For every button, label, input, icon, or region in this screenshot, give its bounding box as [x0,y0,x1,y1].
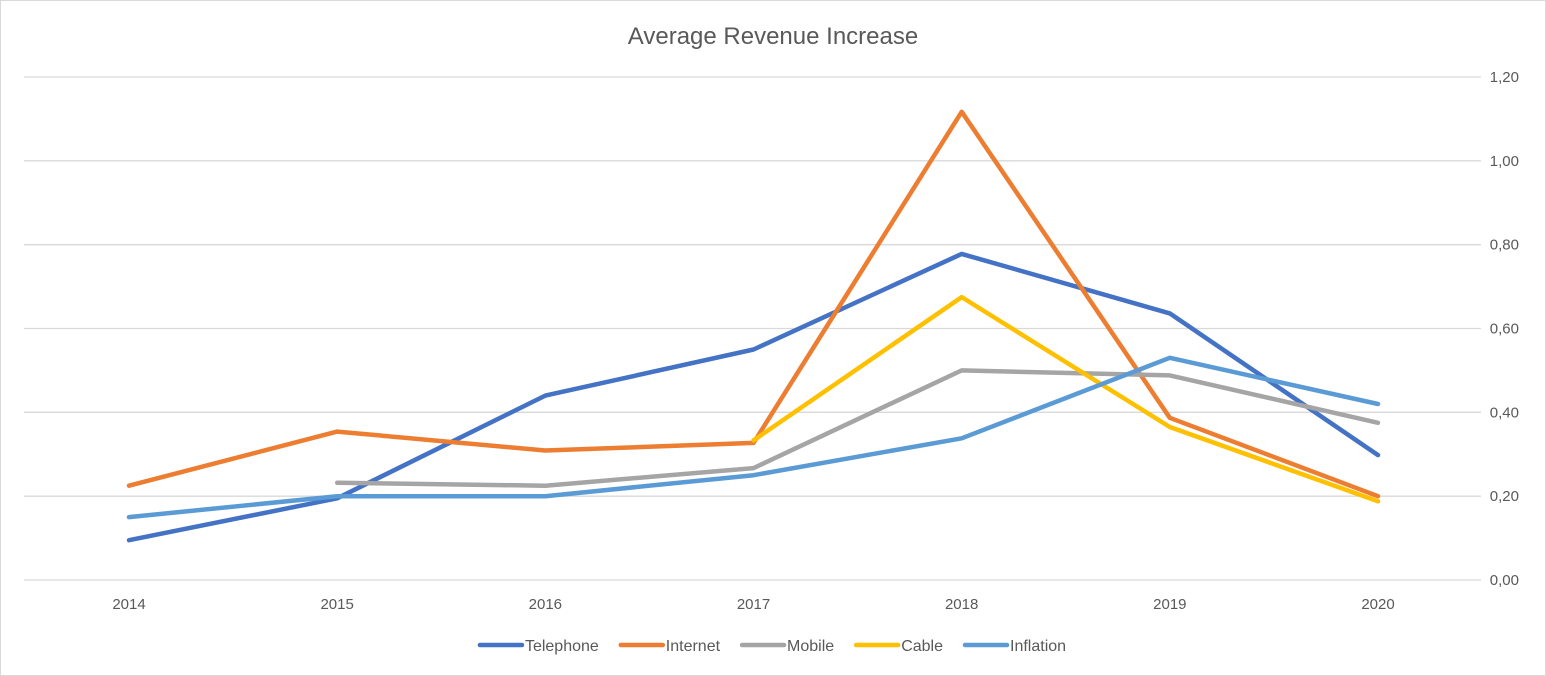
x-tick-label: 2019 [1153,596,1186,613]
y-tick-label: 0,60 [1490,321,1519,338]
x-axis-tick-labels: 2014 2015 2016 2017 2018 2019 2020 [112,596,1394,613]
legend: Telephone Internet Mobile Cable Inflation [477,638,1066,655]
y-tick-label: 0,00 [1490,572,1519,589]
y-axis-tick-labels: 0,00 0,20 0,40 0,60 0,80 1,00 1,20 [1490,69,1519,589]
y-tick-label: 1,20 [1490,69,1519,86]
gridlines [24,76,1481,581]
legend-label-cable: Cable [901,638,943,655]
x-tick-label: 2016 [529,596,562,613]
x-tick-label: 2017 [737,596,770,613]
y-tick-label: 1,00 [1490,153,1519,170]
x-tick-label: 2015 [320,596,353,613]
series-line-internet [126,109,1381,499]
legend-label-telephone: Telephone [525,638,599,655]
y-tick-label: 0,20 [1490,488,1519,505]
x-tick-label: 2014 [112,596,145,613]
x-tick-label: 2020 [1361,596,1394,613]
series-lines [126,109,1381,543]
y-tick-label: 0,40 [1490,404,1519,421]
legend-label-internet: Internet [666,638,721,655]
legend-label-inflation: Inflation [1010,638,1066,655]
series-line-mobile [334,368,1381,488]
x-tick-label: 2018 [945,596,978,613]
legend-label-mobile: Mobile [787,638,834,655]
series-line-inflation [126,355,1381,520]
series-line-cable [751,294,1381,504]
chart-title: Average Revenue Increase [628,23,918,50]
y-tick-label: 0,80 [1490,237,1519,254]
